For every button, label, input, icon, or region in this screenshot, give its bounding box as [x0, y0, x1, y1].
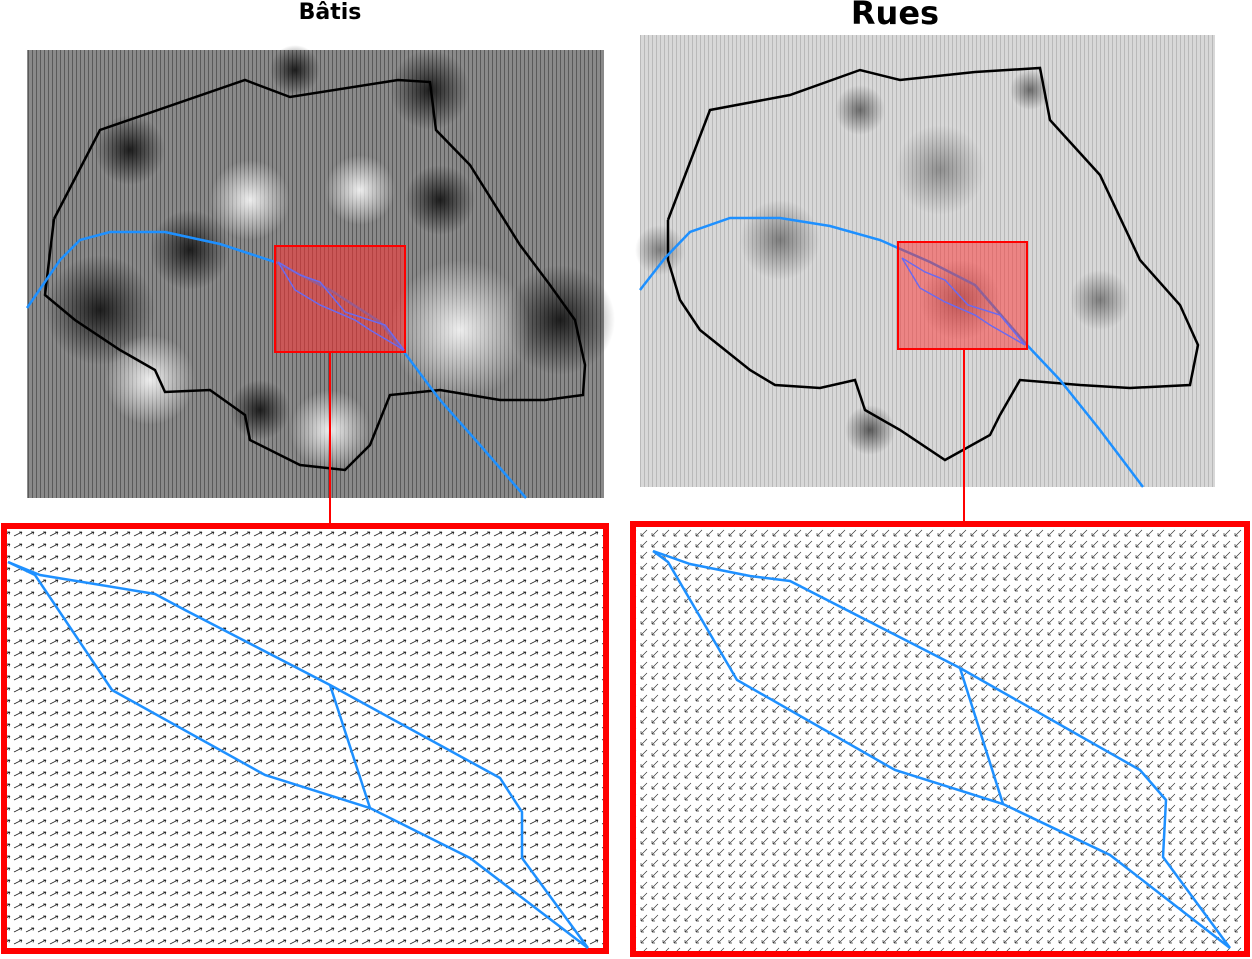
right-vector-field-map	[635, 35, 1215, 522]
right-zoom-area	[897, 241, 1028, 350]
left-zoom-area-river-outline	[277, 261, 405, 351]
left-vector-field-map	[25, 45, 615, 525]
left-zoom-frame	[1, 523, 609, 954]
left-zoom-panel	[1, 523, 609, 954]
right-city-boundary	[666, 66, 1200, 462]
left-zoom-area	[274, 245, 406, 353]
right-zoom-river-south-bank	[652, 549, 1231, 949]
right-panel-title: Rues	[850, 0, 940, 32]
right-zoom-island-edge	[958, 667, 1005, 805]
left-zoom-island-edge	[328, 684, 372, 809]
right-river-seine	[639, 216, 1144, 488]
left-zoom-river-south-bank	[7, 560, 589, 949]
right-zoom-panel	[630, 521, 1250, 957]
right-zoom-area-river-outline	[901, 257, 1026, 346]
left-panel-title: Bâtis	[298, 0, 362, 25]
left-city-boundary	[43, 78, 587, 472]
